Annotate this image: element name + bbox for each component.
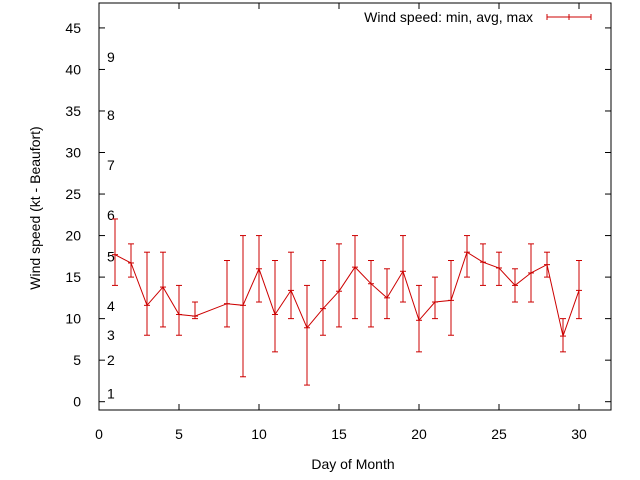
beaufort-label: 4 [107,298,115,314]
beaufort-label: 1 [107,385,115,401]
beaufort-label: 6 [107,207,115,223]
error-bar [320,259,326,336]
y-tick-label: 15 [65,269,81,285]
legend: Wind speed: min, avg, max [364,9,592,25]
error-bar [448,259,454,336]
beaufort-label: 3 [107,327,115,343]
error-bar [544,251,550,278]
y-tick-label: 45 [65,20,81,36]
beaufort-label: 2 [107,352,115,368]
error-bar [144,251,150,336]
error-bar [288,251,294,320]
data-series [112,218,582,386]
error-bar [512,268,518,303]
y-tick-label: 40 [65,61,81,77]
x-tick-label: 5 [175,426,183,442]
error-bar [112,218,118,286]
error-bar [352,235,358,320]
error-bar [240,235,246,378]
beaufort-label: 5 [107,248,115,264]
error-bar [496,251,502,286]
y-tick-label: 35 [65,103,81,119]
error-bar [224,259,230,328]
beaufort-label: 8 [107,107,115,123]
beaufort-label: 7 [107,157,115,173]
error-bar [304,284,310,386]
beaufort-scale-labels: 1 2 3 4 5 6 7 8 9 [107,49,115,401]
error-bar [384,268,390,320]
y-tick-label: 30 [65,145,81,161]
error-bar [560,318,566,353]
error-bar [432,276,438,320]
error-bar [528,243,534,303]
y-tick-label: 0 [73,394,81,410]
error-bar [464,235,470,278]
x-tick-label: 25 [491,426,507,442]
error-bar [416,284,422,353]
x-tick-label: 10 [251,426,267,442]
error-bar [400,235,406,303]
y-tick-label: 10 [65,311,81,327]
error-bar [336,243,342,328]
error-bar [160,251,166,328]
y-tick-label: 20 [65,228,81,244]
error-bar [368,259,374,328]
x-tick-label: 15 [331,426,347,442]
error-bar [192,301,198,320]
x-tick-label: 0 [95,426,103,442]
plot-border [98,2,612,411]
y-tick-label: 5 [73,352,81,368]
error-bar [480,243,486,286]
x-tick-label: 20 [411,426,427,442]
x-axis-label: Day of Month [311,456,394,472]
error-bar [272,259,278,353]
error-bar [128,243,134,278]
y-axis-label: Wind speed (kt - Beaufort) [27,126,43,289]
error-bar [576,259,582,320]
legend-label: Wind speed: min, avg, max [364,9,533,25]
avg-line [114,251,580,338]
y-tick-label: 25 [65,186,81,202]
error-bar [176,284,182,336]
error-bar [256,235,262,303]
beaufort-label: 9 [107,49,115,65]
x-tick-label: 30 [571,426,587,442]
